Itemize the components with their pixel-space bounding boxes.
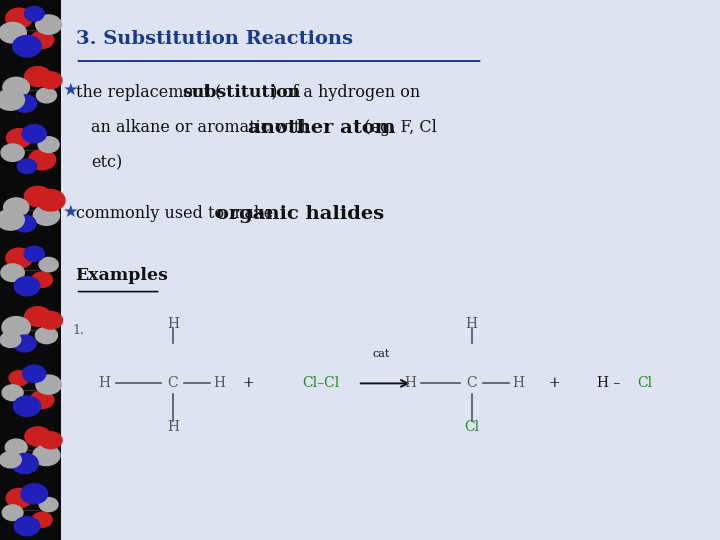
Circle shape — [22, 365, 46, 382]
Circle shape — [14, 215, 36, 232]
Circle shape — [29, 150, 55, 170]
Circle shape — [36, 375, 61, 394]
Circle shape — [0, 332, 21, 347]
Circle shape — [5, 439, 27, 456]
Text: cat: cat — [373, 349, 390, 359]
Text: commonly used to make: commonly used to make — [76, 205, 283, 222]
Circle shape — [24, 66, 51, 86]
Circle shape — [22, 125, 46, 143]
Circle shape — [30, 391, 54, 409]
Text: substitution: substitution — [182, 84, 300, 100]
Text: H: H — [167, 420, 179, 434]
Text: H –: H – — [597, 376, 620, 390]
Circle shape — [32, 512, 52, 527]
Text: (eg. F, Cl: (eg. F, Cl — [354, 119, 437, 136]
Text: Cl: Cl — [464, 420, 480, 434]
Circle shape — [6, 8, 32, 28]
Circle shape — [37, 190, 65, 211]
Circle shape — [39, 312, 63, 329]
Circle shape — [39, 497, 58, 511]
Circle shape — [37, 88, 56, 103]
Circle shape — [30, 31, 54, 49]
Circle shape — [1, 264, 24, 281]
Circle shape — [6, 129, 32, 147]
Circle shape — [24, 307, 51, 326]
Text: H: H — [513, 376, 524, 390]
Text: C: C — [467, 376, 477, 390]
Circle shape — [0, 210, 24, 230]
Circle shape — [21, 484, 48, 504]
Circle shape — [33, 446, 60, 465]
Text: Cl: Cl — [636, 376, 652, 390]
Text: 1.: 1. — [72, 324, 84, 337]
Text: ) of a hydrogen on: ) of a hydrogen on — [261, 84, 420, 100]
Circle shape — [1, 144, 24, 161]
Circle shape — [36, 15, 61, 34]
Circle shape — [33, 206, 60, 225]
Circle shape — [24, 6, 44, 21]
Circle shape — [3, 77, 30, 97]
Circle shape — [13, 36, 41, 57]
Text: Cl–Cl: Cl–Cl — [302, 376, 339, 390]
Circle shape — [12, 454, 38, 474]
Circle shape — [14, 335, 36, 352]
Circle shape — [2, 316, 30, 338]
Circle shape — [13, 95, 37, 112]
Circle shape — [4, 198, 29, 217]
Circle shape — [0, 89, 24, 110]
Circle shape — [6, 248, 32, 268]
Circle shape — [17, 159, 37, 173]
Circle shape — [24, 186, 51, 207]
Circle shape — [40, 72, 62, 89]
Text: the replacement (: the replacement ( — [76, 84, 226, 100]
Text: C: C — [168, 376, 178, 390]
Circle shape — [39, 258, 58, 272]
Text: ★: ★ — [63, 202, 78, 220]
Circle shape — [6, 489, 32, 508]
Text: H: H — [167, 317, 179, 331]
Text: another atom: another atom — [248, 119, 396, 137]
Text: H: H — [214, 376, 225, 390]
Text: 3. Substitution Reactions: 3. Substitution Reactions — [76, 30, 353, 48]
Text: H: H — [405, 376, 416, 390]
Circle shape — [2, 385, 23, 401]
Circle shape — [35, 327, 58, 343]
Circle shape — [9, 370, 29, 386]
Circle shape — [0, 451, 22, 468]
Circle shape — [14, 276, 40, 296]
Text: +: + — [243, 376, 254, 390]
Bar — [0, 0, 61, 540]
Circle shape — [24, 246, 45, 261]
Text: ★: ★ — [63, 81, 78, 99]
Circle shape — [0, 23, 27, 43]
Circle shape — [14, 517, 40, 536]
Circle shape — [40, 432, 62, 449]
Circle shape — [2, 505, 23, 521]
Circle shape — [14, 396, 40, 416]
Text: organic halides: organic halides — [216, 205, 384, 223]
Text: Examples: Examples — [76, 267, 168, 284]
Text: an alkane or aromatic with: an alkane or aromatic with — [91, 119, 321, 136]
Text: H: H — [466, 317, 477, 331]
Circle shape — [32, 272, 53, 287]
Text: etc): etc) — [91, 154, 122, 171]
Circle shape — [25, 427, 50, 446]
Text: H: H — [99, 376, 110, 390]
Text: +: + — [549, 376, 560, 390]
Circle shape — [38, 137, 59, 152]
